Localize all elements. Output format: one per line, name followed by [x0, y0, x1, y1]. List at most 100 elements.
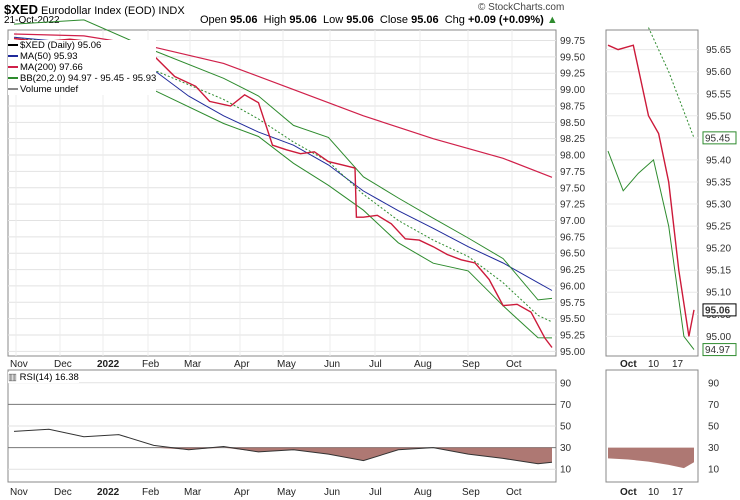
zoom-rsi-y-tick: 90: [708, 378, 720, 389]
zoom-value-label: 94.97: [705, 345, 730, 356]
zoom-y-tick: 95.65: [706, 45, 731, 56]
price-y-tick: 96.25: [560, 265, 585, 276]
legend: $XED (Daily) 95.06 MA(50) 95.93 MA(200) 97…: [8, 40, 157, 95]
x-tick-bottom: May: [277, 487, 296, 498]
x-tick-bottom: Nov: [10, 487, 28, 498]
x-tick-top: Jul: [369, 359, 382, 370]
x-tick-top: Jun: [324, 359, 340, 370]
legend-item: $XED (Daily) 95.06: [8, 40, 156, 51]
x-tick-bottom: Sep: [462, 487, 480, 498]
zoom-bb-middle: [648, 27, 695, 139]
zoom-value-box: [702, 343, 737, 357]
x-tick-top: Oct: [506, 359, 522, 370]
zoom-rsi-y-tick: 10: [708, 465, 720, 476]
rsi-y-tick: 70: [560, 400, 572, 411]
zoom-y-tick: 95.20: [706, 244, 731, 255]
zoom-y-tick: 95.35: [706, 177, 731, 188]
x-tick-top: Nov: [10, 359, 28, 370]
rsi-label: ▥ RSI(14) 16.38: [8, 372, 79, 383]
x-tick-bottom: Feb: [142, 487, 160, 498]
ohlc-readout: Open 95.06 High 95.06 Low 95.06 Close 95…: [200, 14, 558, 26]
zoom-rsi-x-tick: 17: [672, 487, 684, 498]
rsi-oversold-fill: [14, 447, 552, 464]
price-y-tick: 99.75: [560, 36, 585, 47]
x-tick-top: Apr: [234, 359, 250, 370]
legend-item: MA(200) 97.66: [8, 62, 156, 73]
price-y-tick: 99.00: [560, 85, 585, 96]
zoom-rsi-y-tick: 50: [708, 422, 720, 433]
zoom-value-label: 95.45: [705, 133, 730, 144]
price-y-tick: 99.25: [560, 69, 585, 80]
legend-item: MA(50) 95.93: [8, 51, 156, 62]
price-y-tick: 96.50: [560, 249, 585, 260]
rsi-y-tick: 10: [560, 465, 572, 476]
price-y-tick: 96.75: [560, 232, 585, 243]
x-tick-bottom: Jul: [369, 487, 382, 498]
index-name: Eurodollar Index (EOD): [41, 5, 156, 17]
x-tick-bottom: Dec: [54, 487, 72, 498]
price-y-tick: 97.75: [560, 167, 585, 178]
ma200-line: [13, 33, 553, 178]
watermark: © StockCharts.com: [478, 2, 565, 13]
rsi-y-tick: 30: [560, 443, 572, 454]
x-tick-bottom: Oct: [506, 487, 522, 498]
zoom-rsi-y-tick: 30: [708, 443, 720, 454]
price-y-tick: 96.00: [560, 281, 585, 292]
zoom-y-tick: 95.50: [706, 111, 731, 122]
zoom-value-box: [702, 131, 737, 145]
bb-upper-line: [13, 19, 553, 301]
zoom-x-tick: 17: [672, 359, 684, 370]
zoom-y-tick: 95.60: [706, 67, 731, 78]
zoom-panel: [605, 29, 699, 357]
x-tick-top: 2022: [97, 359, 120, 370]
x-tick-bottom: Jun: [324, 487, 340, 498]
bb-lower-line: [13, 62, 553, 339]
symbol: $XED: [4, 2, 38, 17]
price-y-tick: 95.50: [560, 314, 585, 325]
zoom-value-label: 95.06: [705, 305, 730, 316]
rsi-y-tick: 90: [560, 378, 572, 389]
x-tick-bottom: Apr: [234, 487, 250, 498]
zoom-rsi-y-tick: 70: [708, 400, 720, 411]
exchange: INDX: [158, 5, 185, 17]
zoom-y-tick: 95.15: [706, 266, 731, 277]
x-tick-top: Sep: [462, 359, 480, 370]
price-y-tick: 98.50: [560, 118, 585, 129]
zoom-value-box: [702, 303, 737, 317]
zoom-y-tick: 95.25: [706, 222, 731, 233]
price-y-tick: 97.50: [560, 183, 585, 194]
price-line: [13, 37, 553, 348]
zoom-rsi-fill: [608, 447, 694, 469]
x-tick-top: Mar: [184, 359, 202, 370]
x-tick-top: Aug: [414, 359, 432, 370]
zoom-y-tick: 95.30: [706, 200, 731, 211]
price-y-tick: 97.25: [560, 200, 585, 211]
rsi-line: [13, 428, 553, 465]
zoom-y-tick: 95.40: [706, 155, 731, 166]
legend-item: Volume undef: [8, 84, 156, 95]
price-y-tick: 95.00: [560, 347, 585, 358]
price-y-tick: 98.00: [560, 151, 585, 162]
x-tick-top: Dec: [54, 359, 72, 370]
zoom-x-tick: Oct: [620, 359, 637, 370]
x-tick-bottom: Mar: [184, 487, 202, 498]
zoom-y-tick: 95.55: [706, 89, 731, 100]
x-tick-bottom: 2022: [97, 487, 120, 498]
zoom-rsi-x-tick: 10: [648, 487, 660, 498]
zoom-price-line: [607, 44, 695, 337]
price-y-tick: 98.75: [560, 101, 585, 112]
rsi-y-tick: 50: [560, 422, 572, 433]
price-y-tick: 99.50: [560, 52, 585, 63]
price-y-tick: 97.00: [560, 216, 585, 227]
zoom-y-tick: 95.10: [706, 288, 731, 299]
x-tick-top: May: [277, 359, 296, 370]
zoom-x-tick: 10: [648, 359, 660, 370]
price-y-tick: 95.25: [560, 331, 585, 342]
zoom-y-tick: 95.00: [706, 332, 731, 343]
price-y-tick: 95.75: [560, 298, 585, 309]
bb-middle-line: [13, 38, 553, 323]
chart-date: 21-Oct-2022: [4, 15, 60, 26]
legend-item: BB(20,2.0) 94.97 - 95.45 - 95.93: [8, 73, 156, 84]
zoom-bb-lower: [607, 150, 695, 350]
x-tick-bottom: Aug: [414, 487, 432, 498]
